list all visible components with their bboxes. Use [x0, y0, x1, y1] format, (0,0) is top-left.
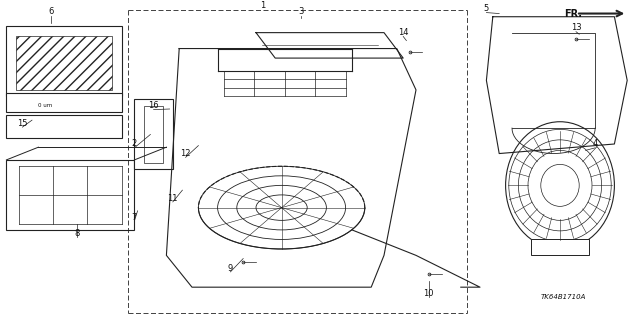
Text: 4: 4	[593, 139, 598, 149]
Bar	[6, 160, 134, 230]
Text: 11: 11	[168, 194, 178, 203]
Text: 8: 8	[74, 229, 79, 238]
Text: 10: 10	[424, 289, 434, 298]
Bar	[6, 93, 122, 112]
Bar	[16, 36, 112, 90]
Bar	[531, 240, 589, 256]
Bar	[134, 100, 173, 169]
Text: 14: 14	[398, 28, 408, 37]
Text: 7: 7	[132, 213, 137, 222]
Text: 5: 5	[484, 4, 489, 13]
Text: 15: 15	[17, 119, 28, 128]
Text: 12: 12	[180, 149, 191, 158]
Text: 0 um: 0 um	[38, 103, 52, 108]
Bar	[6, 115, 122, 137]
Bar	[6, 26, 122, 96]
Text: 1: 1	[260, 1, 265, 10]
Ellipse shape	[506, 122, 614, 249]
Bar	[144, 106, 163, 163]
Text: 6: 6	[49, 7, 54, 17]
Text: FR.: FR.	[564, 9, 582, 19]
Text: TK64B1710A: TK64B1710A	[541, 294, 586, 300]
Text: 13: 13	[571, 23, 581, 32]
Text: 16: 16	[148, 101, 159, 110]
Text: 3: 3	[298, 7, 303, 17]
Text: 9: 9	[228, 263, 233, 273]
Text: 2: 2	[132, 139, 137, 149]
